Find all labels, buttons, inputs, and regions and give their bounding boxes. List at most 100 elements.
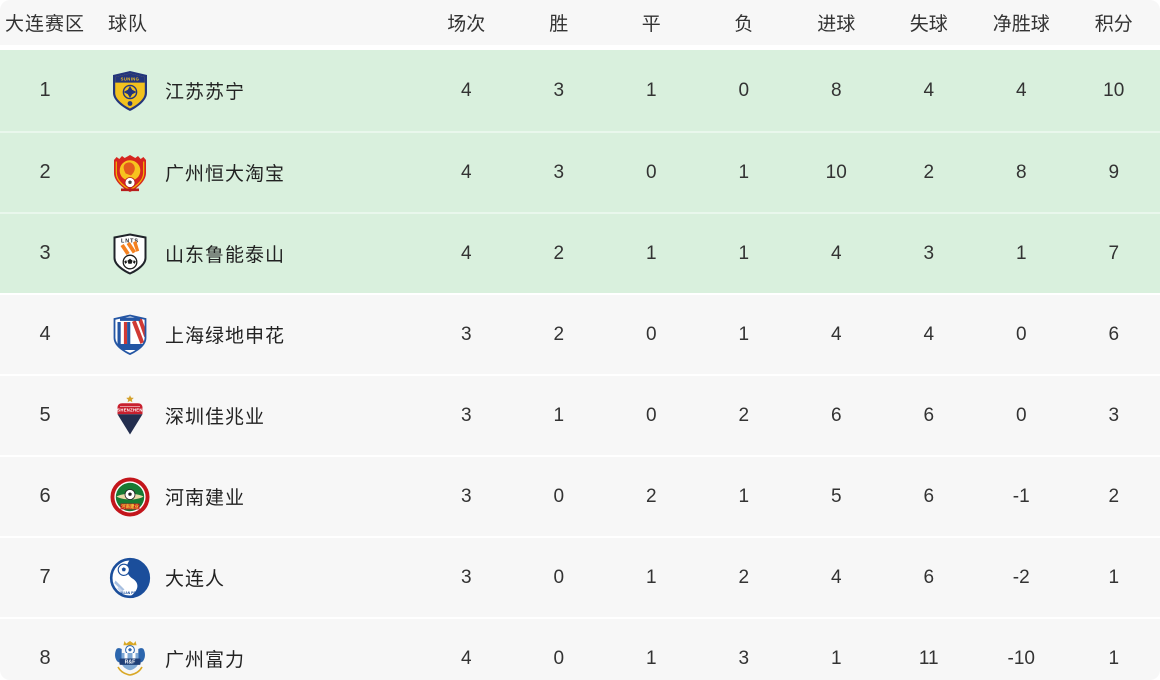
stat-played: 4 (460, 79, 472, 101)
stat-losses: 1 (738, 242, 750, 264)
col-header-goals-against: 失球 (909, 14, 948, 35)
stat-goals-for: 8 (830, 79, 842, 101)
stat-points: 2 (1108, 485, 1120, 507)
stat-wins: 3 (553, 79, 565, 101)
svg-text:R&F: R&F (125, 659, 136, 665)
stat-points: 1 (1108, 647, 1120, 669)
stat-wins: 3 (553, 161, 565, 183)
stat-goals-for: 10 (825, 161, 847, 183)
stat-wins: 1 (553, 404, 565, 426)
stat-draws: 1 (645, 566, 657, 588)
henan-jianye-logo: 河南建业 (108, 475, 152, 519)
stat-goals-against: 3 (923, 242, 935, 264)
col-header-wins: 胜 (549, 14, 569, 35)
shandong-luneng-logo: LNTS (108, 232, 152, 276)
table-row[interactable]: 2 广州恒大淘宝 4 3 0 1 10 2 8 9 (0, 131, 1160, 212)
stat-draws: 1 (645, 242, 657, 264)
col-header-zone: 大连赛区 (5, 14, 86, 35)
stat-goals-against: 4 (923, 323, 935, 345)
table-row[interactable]: 6 河南建业 河南建业 3 0 2 1 5 6 -1 2 (0, 455, 1160, 536)
dalian-pro-logo: DALIAN PRO (108, 556, 152, 600)
svg-text:SHENZHEN: SHENZHEN (117, 407, 142, 412)
svg-text:DALIAN PRO: DALIAN PRO (117, 590, 138, 594)
svg-text:LNTS: LNTS (121, 238, 139, 244)
table-row[interactable]: 7 DALIAN PRO 大连人 3 0 1 2 4 6 -2 1 (0, 536, 1160, 617)
table-row[interactable]: 5 SHENZHEN 深圳佳兆业 3 1 0 2 6 6 0 3 (0, 374, 1160, 455)
stat-played: 4 (460, 647, 472, 669)
table-row[interactable]: 1 SUNING 江苏苏宁 4 3 1 0 8 4 4 10 (0, 50, 1160, 131)
stat-wins: 0 (553, 485, 565, 507)
shenzhen-kaisa-logo: SHENZHEN (108, 394, 152, 438)
team-name: 大连人 (165, 569, 226, 590)
stat-draws: 0 (645, 404, 657, 426)
table-row[interactable]: 4 上海绿地申花 3 2 0 1 4 4 0 6 (0, 293, 1160, 374)
stat-goals-for: 4 (830, 566, 842, 588)
stat-draws: 0 (645, 323, 657, 345)
team-cell: SUNING 江苏苏宁 (90, 69, 420, 113)
stat-losses: 3 (738, 647, 750, 669)
rank: 5 (39, 404, 51, 426)
col-header-points: 积分 (1094, 14, 1133, 35)
col-header-goals-for: 进球 (817, 14, 856, 35)
jiangsu-suning-logo: SUNING (108, 69, 152, 113)
col-header-losses: 负 (734, 14, 754, 35)
table-row[interactable]: 3 LNTS 山东鲁能泰山 4 2 1 1 4 3 1 7 (0, 212, 1160, 293)
stat-goals-for: 4 (830, 323, 842, 345)
col-header-draws: 平 (641, 14, 661, 35)
stat-played: 4 (460, 161, 472, 183)
stat-points: 10 (1103, 79, 1125, 101)
stat-goals-for: 6 (830, 404, 842, 426)
team-name: 河南建业 (165, 488, 246, 509)
team-name: 广州富力 (165, 650, 246, 671)
stat-goals-against: 6 (923, 566, 935, 588)
rank: 2 (39, 161, 51, 183)
stat-goal-difference: 8 (1015, 161, 1027, 183)
team-cell: 上海绿地申花 (90, 313, 420, 357)
stat-points: 1 (1108, 566, 1120, 588)
team-cell: 广州恒大淘宝 (90, 151, 420, 195)
rank: 7 (39, 566, 51, 588)
stat-goal-difference: 4 (1015, 79, 1027, 101)
stat-goal-difference: 0 (1015, 323, 1027, 345)
col-header-played: 场次 (447, 14, 486, 35)
table-body: 1 SUNING 江苏苏宁 4 3 1 0 8 4 4 10 2 广州恒大淘宝 4 3 0 1 10 2 8 9 3 LNT… (0, 50, 1160, 680)
table-header-row: 大连赛区 球队 场次 胜 平 负 进球 失球 净胜球 积分 (0, 0, 1160, 50)
stat-losses: 1 (738, 323, 750, 345)
stat-goal-difference: -10 (1007, 647, 1035, 669)
stat-wins: 2 (553, 242, 565, 264)
stat-losses: 1 (738, 485, 750, 507)
team-cell: LNTS 山东鲁能泰山 (90, 232, 420, 276)
stat-losses: 2 (738, 566, 750, 588)
guangzhou-evergrande-logo (108, 151, 152, 195)
stat-wins: 2 (553, 323, 565, 345)
stat-wins: 0 (553, 566, 565, 588)
stat-played: 3 (460, 404, 472, 426)
stat-draws: 2 (645, 485, 657, 507)
stat-losses: 1 (738, 161, 750, 183)
team-cell: R&F 广州富力 (90, 637, 420, 680)
stat-points: 7 (1108, 242, 1120, 264)
rank: 3 (39, 242, 51, 264)
stat-goals-against: 4 (923, 79, 935, 101)
stat-played: 3 (460, 566, 472, 588)
team-name: 山东鲁能泰山 (165, 245, 286, 266)
team-name: 广州恒大淘宝 (165, 164, 286, 185)
stat-draws: 0 (645, 161, 657, 183)
stat-goals-for: 5 (830, 485, 842, 507)
rank: 8 (39, 647, 51, 669)
stat-goals-against: 2 (923, 161, 935, 183)
team-name: 深圳佳兆业 (165, 407, 266, 428)
team-cell: 河南建业 河南建业 (90, 475, 420, 519)
team-cell: DALIAN PRO 大连人 (90, 556, 420, 600)
stat-goal-difference: -2 (1012, 566, 1030, 588)
stat-played: 4 (460, 242, 472, 264)
stat-draws: 1 (645, 79, 657, 101)
stat-goals-against: 6 (923, 485, 935, 507)
stat-draws: 1 (645, 647, 657, 669)
table-row[interactable]: 8 R&F 广州富力 4 0 1 3 1 11 -10 1 (0, 617, 1160, 680)
rank: 6 (39, 485, 51, 507)
rank: 4 (39, 323, 51, 345)
col-header-team: 球队 (108, 14, 149, 35)
stat-goals-against: 6 (923, 404, 935, 426)
svg-text:河南建业: 河南建业 (121, 503, 139, 510)
